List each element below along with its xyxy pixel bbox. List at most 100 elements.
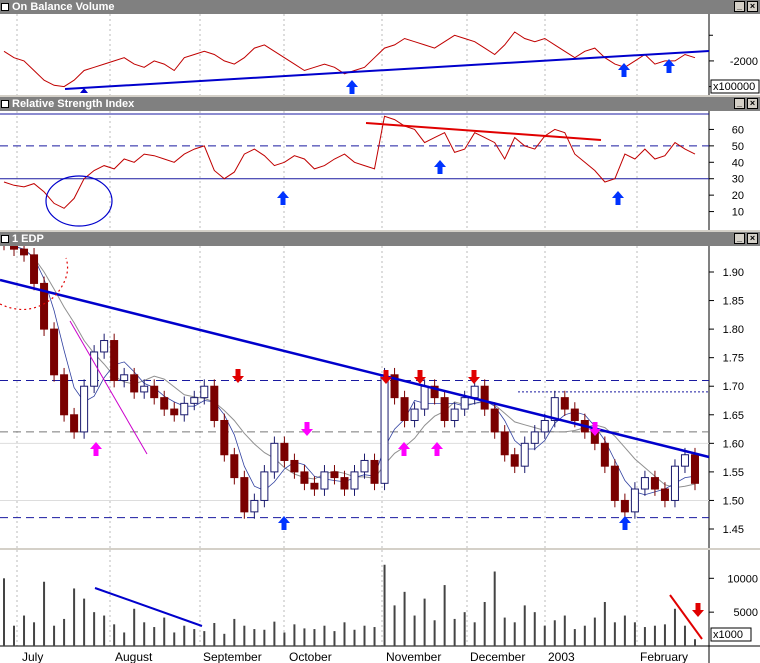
- month-label: November: [386, 650, 441, 663]
- candle-body: [680, 454, 689, 467]
- candle-body: [270, 442, 279, 473]
- candle-body: [360, 459, 369, 473]
- y-tick-label: 1.50: [723, 495, 744, 507]
- volume-decline-line: [669, 594, 703, 640]
- magenta-up-arrow: [398, 442, 410, 456]
- rsi-chart: 60 50 40 30 20 10: [0, 111, 744, 230]
- candle-body: [30, 254, 39, 284]
- month-label: October: [289, 650, 332, 663]
- panel-icon: [1, 235, 9, 243]
- volume-chart: 10000 5000 x1000 July August September October…: [0, 550, 760, 663]
- moving-average-fast: [11, 246, 696, 496]
- candle-body: [280, 442, 289, 461]
- candle-body: [640, 477, 649, 490]
- magenta-up-arrow: [90, 442, 102, 456]
- candle-body: [530, 431, 539, 444]
- candle-body: [110, 340, 119, 382]
- rsi-title: Relative Strength Index: [12, 98, 135, 110]
- price-titlebar: 1 EDP _ ×: [0, 232, 760, 246]
- y-tick-label: 5000: [734, 607, 758, 619]
- y-tick-label: 30: [732, 174, 744, 186]
- rsi-oversold-circle: [45, 175, 113, 227]
- y-tick-label: 1.70: [723, 381, 744, 393]
- minimize-button[interactable]: _: [734, 233, 745, 244]
- candle-body: [50, 328, 59, 376]
- candle-body: [430, 385, 439, 399]
- candle-body: [660, 488, 669, 501]
- candle-body: [330, 471, 339, 479]
- candle-body: [390, 374, 399, 399]
- candle-body: [630, 488, 639, 513]
- magenta-down-arrow: [589, 422, 601, 436]
- y-tick-label: 50: [732, 141, 744, 153]
- rsi-series-line: [3, 115, 696, 209]
- candle-body: [620, 499, 629, 513]
- candle-body: [230, 454, 239, 479]
- obv-up-arrow: [346, 80, 358, 94]
- volume-down-arrow: [692, 603, 704, 617]
- candle-body: [400, 397, 409, 421]
- candle-body: [500, 431, 509, 456]
- close-button[interactable]: ×: [747, 233, 758, 244]
- candle-body: [170, 408, 179, 416]
- month-label: 2003: [548, 650, 575, 663]
- obv-support-trendline: [64, 50, 710, 90]
- candle-body: [300, 471, 309, 484]
- candle-body: [470, 385, 479, 399]
- y-tick-label: 1.45: [723, 524, 744, 536]
- candle-body: [100, 340, 109, 353]
- candle-body: [290, 459, 299, 473]
- obv-series-line: [3, 31, 696, 88]
- y-tick-label: -2000: [730, 56, 758, 68]
- candle-body: [260, 471, 269, 501]
- candle-body: [180, 402, 189, 416]
- month-label: July: [22, 650, 43, 663]
- obv-up-arrow: [618, 63, 630, 77]
- y-tick-label: 60: [732, 124, 744, 136]
- month-label: September: [203, 650, 262, 663]
- candle-body: [460, 397, 469, 410]
- close-button[interactable]: ×: [747, 1, 758, 12]
- candle-body: [80, 385, 89, 433]
- candle-body: [420, 385, 429, 410]
- volume-panel: 10000 5000 x1000 July August September October…: [0, 550, 760, 663]
- candle-body: [670, 465, 679, 501]
- y-tick-label: 1.85: [723, 296, 744, 308]
- candle-body: [190, 397, 199, 404]
- obv-low-marker: [80, 88, 88, 93]
- candle-body: [160, 397, 169, 410]
- candle-body: [350, 471, 359, 490]
- candle-body: [130, 374, 139, 393]
- candle-body: [250, 499, 259, 513]
- candle-body: [120, 374, 129, 382]
- candle-body: [540, 419, 549, 433]
- candle-body: [220, 419, 229, 456]
- y-tick-label: 40: [732, 157, 744, 169]
- rsi-up-arrow: [612, 191, 624, 205]
- red-down-arrow: [232, 369, 244, 383]
- magenta-down-arrow: [301, 422, 313, 436]
- blue-up-arrow: [278, 516, 290, 530]
- candle-body: [600, 442, 609, 467]
- blue-up-arrow: [619, 516, 631, 530]
- obv-titlebar: On Balance Volume _ ×: [0, 0, 760, 14]
- obv-up-arrow: [663, 59, 675, 73]
- scale-label-box: [710, 79, 760, 94]
- panel-icon: [1, 100, 9, 108]
- candle-body: [440, 397, 449, 421]
- minimize-button[interactable]: _: [734, 98, 745, 109]
- candle-body: [650, 477, 659, 490]
- candle-body: [90, 351, 99, 387]
- candle-body: [210, 385, 219, 421]
- candle-body: [570, 408, 579, 421]
- candle-body: [340, 477, 349, 490]
- obv-title: On Balance Volume: [12, 1, 115, 13]
- y-tick-label: 1.55: [723, 467, 744, 479]
- rsi-up-arrow: [434, 160, 446, 174]
- minimize-button[interactable]: _: [734, 1, 745, 12]
- candle-body: [320, 471, 329, 490]
- close-button[interactable]: ×: [747, 98, 758, 109]
- steep-trendline: [69, 320, 148, 455]
- rsi-titlebar: Relative Strength Index _ ×: [0, 97, 760, 111]
- candle-body: [690, 454, 699, 484]
